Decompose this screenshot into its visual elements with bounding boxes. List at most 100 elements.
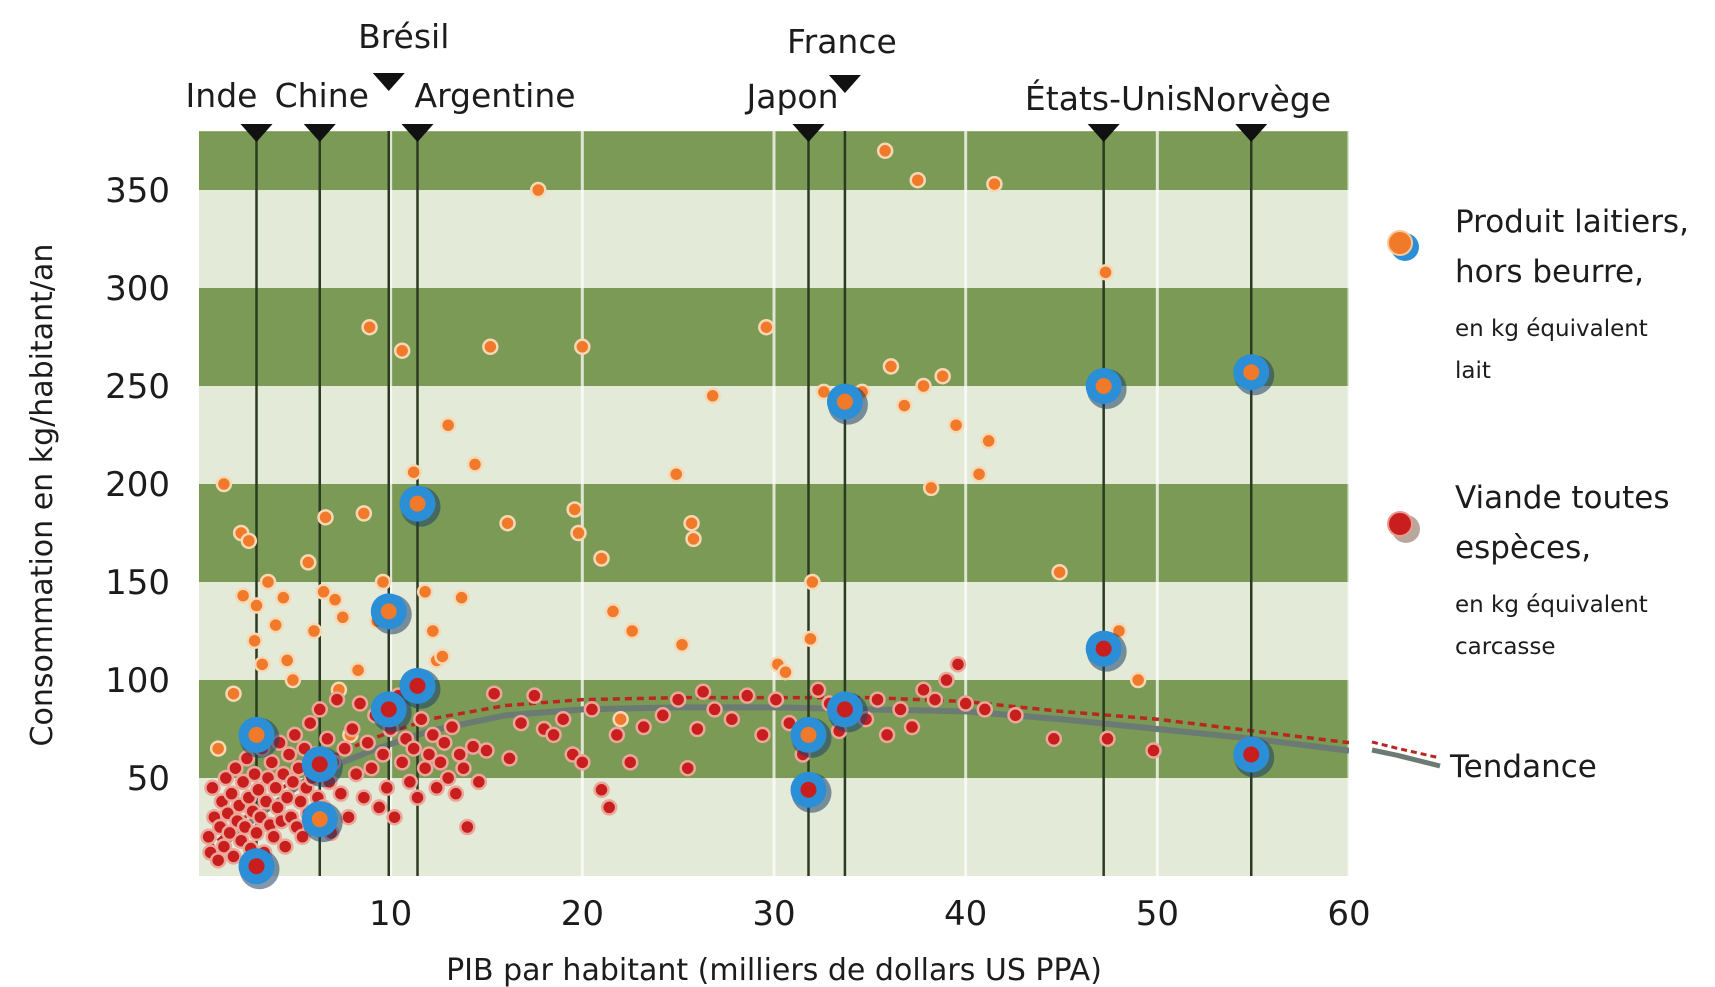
meat-point (386, 808, 403, 826)
x-axis-title: PIB par habitant (milliers de dollars US… (446, 953, 1102, 987)
meat-point (311, 701, 328, 718)
dairy-point (802, 630, 819, 648)
legend-dairy-line4: lait (1455, 358, 1491, 384)
meat-point (355, 789, 373, 806)
meat-point (370, 799, 388, 816)
meat-point (420, 746, 438, 763)
dairy-point (530, 181, 547, 199)
meat-point (451, 746, 468, 763)
dairy-point (275, 589, 292, 606)
country-marker-triangle (828, 75, 861, 93)
dairy-point (980, 432, 997, 450)
meat-point (976, 701, 994, 718)
meat-point (635, 718, 652, 736)
country-highlights (238, 354, 1275, 890)
legend-meat-line2: espèces, (1455, 530, 1591, 566)
dairy-point (668, 465, 685, 483)
dairy-point (934, 367, 951, 385)
highlight-dairy-point (1095, 378, 1112, 394)
meat-point (424, 726, 442, 744)
dairy-point (254, 656, 271, 673)
legend-trend-marker (1371, 740, 1441, 769)
dairy-point (499, 514, 516, 532)
meat-point (583, 701, 601, 718)
meat-point (593, 781, 610, 799)
meat-point (464, 738, 482, 755)
country-marker-triangle (1235, 124, 1268, 142)
y-axis-title: Consommation en kg/habitant/an (25, 244, 60, 747)
dairy-point (240, 532, 258, 550)
dairy-point (234, 587, 252, 604)
dairy-point (278, 652, 296, 669)
highlight-dairy-point (409, 495, 426, 512)
country-label: Brésil (358, 17, 449, 56)
dairy-point (574, 338, 591, 356)
dairy-point (623, 622, 641, 640)
country-label: Chine (275, 76, 369, 115)
meat-point (600, 799, 618, 816)
highlight-meat-point (311, 756, 328, 773)
dairy-point (334, 609, 351, 626)
country-label: Norvège (1191, 80, 1331, 119)
dairy-point (349, 661, 367, 679)
background-bands (199, 121, 1351, 876)
meat-point (1099, 730, 1116, 748)
meat-point (416, 759, 434, 777)
y-tick-label: 300 (105, 269, 170, 309)
legend-dairy-marker (1387, 230, 1419, 261)
x-axis-ticks: 10 20 30 40 50 60 (369, 894, 1371, 934)
x-tick-label: 50 (1136, 894, 1179, 934)
y-tick-label: 150 (105, 563, 170, 603)
meat-point (485, 685, 503, 702)
dairy-point (209, 740, 227, 757)
highlight-dairy-point (800, 726, 817, 743)
dairy-point (612, 710, 629, 728)
meat-point (284, 773, 302, 791)
meat-point (432, 754, 449, 771)
meat-point (428, 779, 445, 797)
meat-point (694, 683, 712, 701)
meat-point (278, 789, 296, 806)
y-axis-ticks: 50 100 150 200 250 300 350 (105, 171, 170, 799)
meat-point (225, 848, 242, 865)
meat-point (926, 691, 944, 708)
legend-meat-line4: carcasse (1455, 634, 1556, 660)
x-tick-label: 20 (561, 894, 604, 934)
highlight-dairy-point (1243, 364, 1260, 381)
country-label: Inde (186, 76, 258, 115)
country-marker-triangle (240, 124, 273, 142)
meat-point (292, 793, 309, 810)
meat-point (470, 773, 488, 791)
dairy-point (777, 663, 794, 681)
dairy-point (246, 632, 263, 650)
meat-point (938, 671, 955, 689)
meat-point (738, 687, 756, 704)
dairy-point (434, 648, 451, 665)
meat-point (336, 740, 353, 757)
meat-point (347, 765, 365, 783)
meat-point (669, 691, 687, 708)
meat-point (706, 701, 723, 718)
x-tick-label: 30 (752, 894, 795, 934)
dairy-point (909, 171, 926, 189)
y-tick-label: 250 (105, 367, 170, 407)
legend-dairy-line1: Produit laitiers, (1455, 204, 1689, 240)
meat-point (301, 714, 319, 732)
meat-point (903, 718, 921, 736)
meat-point (401, 773, 419, 791)
dairy-point (1097, 264, 1114, 281)
dairy-point (673, 636, 691, 653)
country-label: Japon (744, 77, 838, 116)
dairy-point (683, 514, 700, 532)
meat-point (413, 710, 430, 728)
dairy-point (604, 603, 622, 620)
meat-point (405, 740, 422, 757)
meat-point (263, 754, 281, 771)
dairy-point (1051, 563, 1068, 581)
highlight-dairy-point (311, 811, 328, 828)
y-tick-label: 50 (127, 759, 170, 799)
meat-point (949, 656, 967, 673)
meat-point (689, 720, 706, 738)
meat-point (459, 818, 476, 836)
